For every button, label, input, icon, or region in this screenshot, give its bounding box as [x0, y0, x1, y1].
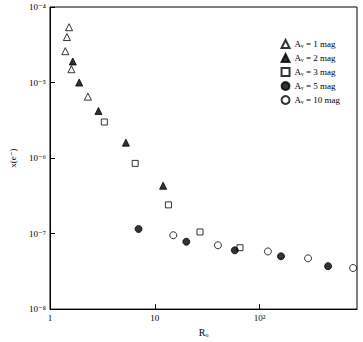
svg-text:Rₒ: Rₒ	[199, 327, 209, 338]
svg-text:10⁻⁵: 10⁻⁵	[29, 78, 46, 88]
svg-text:10²: 10²	[254, 313, 266, 323]
svg-text:10⁻⁸: 10⁻⁸	[29, 304, 46, 314]
svg-text:10: 10	[150, 313, 160, 323]
svg-text:Aᵥ = 2 mag: Aᵥ = 2 mag	[295, 53, 336, 63]
svg-text:Aᵥ = 1 mag: Aᵥ = 1 mag	[295, 39, 336, 49]
svg-text:Aᵥ = 3 mag: Aᵥ = 3 mag	[295, 67, 336, 77]
svg-text:10⁻⁷: 10⁻⁷	[29, 229, 46, 239]
svg-text:x(e⁻): x(e⁻)	[8, 148, 18, 167]
svg-text:1: 1	[48, 313, 53, 323]
svg-text:Aᵥ = 10 mag: Aᵥ = 10 mag	[295, 95, 341, 105]
svg-text:Aᵥ = 5 mag: Aᵥ = 5 mag	[295, 81, 336, 91]
svg-text:10⁻⁶: 10⁻⁶	[29, 153, 46, 163]
svg-text:10⁻⁴: 10⁻⁴	[29, 2, 46, 12]
